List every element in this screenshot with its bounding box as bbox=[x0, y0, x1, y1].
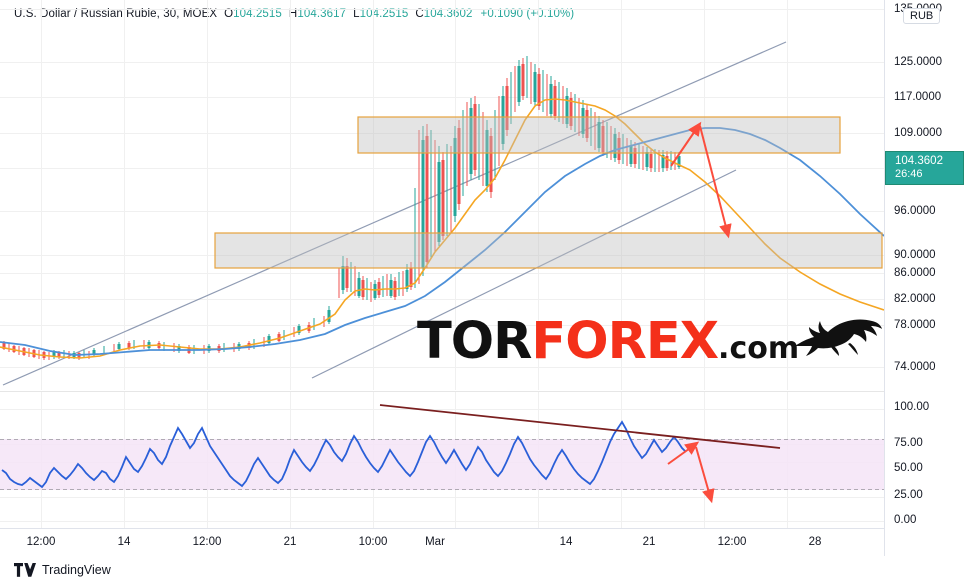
torforex-watermark: TORFOREX.com bbox=[417, 316, 799, 367]
rsi-arrow-down bbox=[695, 446, 715, 504]
price-tick-78: 78.0000 bbox=[894, 319, 936, 331]
channel-upper-line bbox=[2, 41, 787, 386]
currency-badge[interactable]: RUB bbox=[903, 8, 941, 24]
time-tick-4: 10:00 bbox=[358, 536, 388, 548]
watermark-tor: TOR bbox=[417, 312, 532, 371]
time-tick-0: 12:00 bbox=[26, 536, 56, 548]
rsi-line bbox=[1, 420, 687, 489]
price-change: +0.1090 (+0.10%) bbox=[480, 8, 575, 20]
tradingview-branding[interactable]: TradingView bbox=[14, 563, 111, 577]
rsi-band-boundaries bbox=[0, 439, 884, 490]
price-chart-pane[interactable]: TORFOREX.com bbox=[0, 0, 884, 390]
rsi-tick-100: 100.00 bbox=[894, 401, 930, 413]
support-zone bbox=[214, 232, 883, 269]
price-plot bbox=[0, 0, 884, 390]
price-projection-arrows bbox=[670, 121, 732, 239]
price-tick-96: 96.0000 bbox=[894, 205, 936, 217]
projection-arrow-down bbox=[699, 125, 732, 239]
projection-arrow-up bbox=[670, 121, 702, 167]
rsi-tick-0: 0.00 bbox=[894, 514, 917, 526]
tradingview-logo-icon bbox=[14, 563, 36, 577]
time-tick-3: 21 bbox=[283, 536, 297, 548]
tradingview-wordmark: TradingView bbox=[42, 563, 111, 577]
ohlc-low-value: 104.2515 bbox=[359, 8, 409, 20]
ohlc-close-value: 104.3602 bbox=[423, 8, 473, 20]
watermark-dotcom: .com bbox=[718, 331, 800, 366]
ohlc-low-prefix: L bbox=[353, 8, 360, 20]
price-tick-82: 82.0000 bbox=[894, 293, 936, 305]
symbol-title[interactable]: U.S. Dollar / Russian Ruble, 30, MOEX bbox=[14, 8, 218, 20]
rsi-tick-25: 25.00 bbox=[894, 489, 923, 501]
price-tick-117: 117.0000 bbox=[894, 91, 942, 103]
rsi-tick-75: 75.00 bbox=[894, 437, 923, 449]
price-tick-86: 86.0000 bbox=[894, 267, 936, 279]
current-price-value: 104.3602 bbox=[895, 155, 943, 167]
horizontal-gridlines bbox=[0, 9, 884, 368]
time-scale[interactable]: 12:00 14 12:00 21 10:00 Mar 14 21 12:00 … bbox=[0, 528, 966, 556]
rsi-projection-arrows bbox=[667, 441, 715, 504]
time-tick-1: 14 bbox=[117, 536, 131, 548]
bar-countdown: 26:46 bbox=[895, 168, 923, 180]
time-tick-5: Mar bbox=[425, 536, 445, 548]
time-tick-6: 14 bbox=[559, 536, 573, 548]
ohlc-high-prefix: H bbox=[288, 8, 298, 20]
rsi-arrow-up bbox=[667, 441, 700, 465]
watermark-forex: FOREX bbox=[531, 312, 719, 371]
ohlc-open-value: 104.2515 bbox=[233, 8, 282, 20]
rsi-plot bbox=[0, 392, 884, 528]
up-candle-bodies bbox=[52, 66, 681, 357]
rsi-trendline bbox=[379, 404, 781, 449]
chart-legend: U.S. Dollar / Russian Ruble, 30, MOEX O10… bbox=[14, 8, 574, 20]
rsi-tick-50: 50.00 bbox=[894, 462, 923, 474]
current-price-badge[interactable]: 104.3602 26:46 bbox=[885, 151, 964, 185]
ohlc-high-value: 104.3617 bbox=[297, 8, 347, 20]
price-tick-109: 109.0000 bbox=[894, 127, 942, 139]
price-tick-74: 74.0000 bbox=[894, 361, 936, 373]
price-scale[interactable]: 135.0000 125.0000 117.0000 109.0000 101.… bbox=[884, 0, 966, 528]
resistance-zone bbox=[357, 116, 841, 154]
time-tick-7: 21 bbox=[642, 536, 656, 548]
time-tick-9: 28 bbox=[808, 536, 822, 548]
channel-lower-line bbox=[311, 169, 737, 379]
trendline-channel bbox=[2, 41, 787, 386]
time-tick-8: 12:00 bbox=[717, 536, 747, 548]
rsi-indicator-pane[interactable] bbox=[0, 392, 884, 528]
vertical-gridlines bbox=[41, 0, 788, 390]
price-tick-90: 90.0000 bbox=[894, 249, 936, 261]
ohlc-close-prefix: C bbox=[415, 8, 424, 20]
price-tick-125: 125.0000 bbox=[894, 56, 942, 68]
bull-icon bbox=[795, 319, 882, 356]
rsi-band bbox=[0, 439, 884, 490]
pane-separator bbox=[0, 391, 884, 392]
ohlc-open-prefix: O bbox=[224, 8, 234, 20]
axis-corner bbox=[884, 528, 966, 556]
ma-slow-line bbox=[0, 127, 884, 356]
time-tick-2: 12:00 bbox=[192, 536, 222, 548]
